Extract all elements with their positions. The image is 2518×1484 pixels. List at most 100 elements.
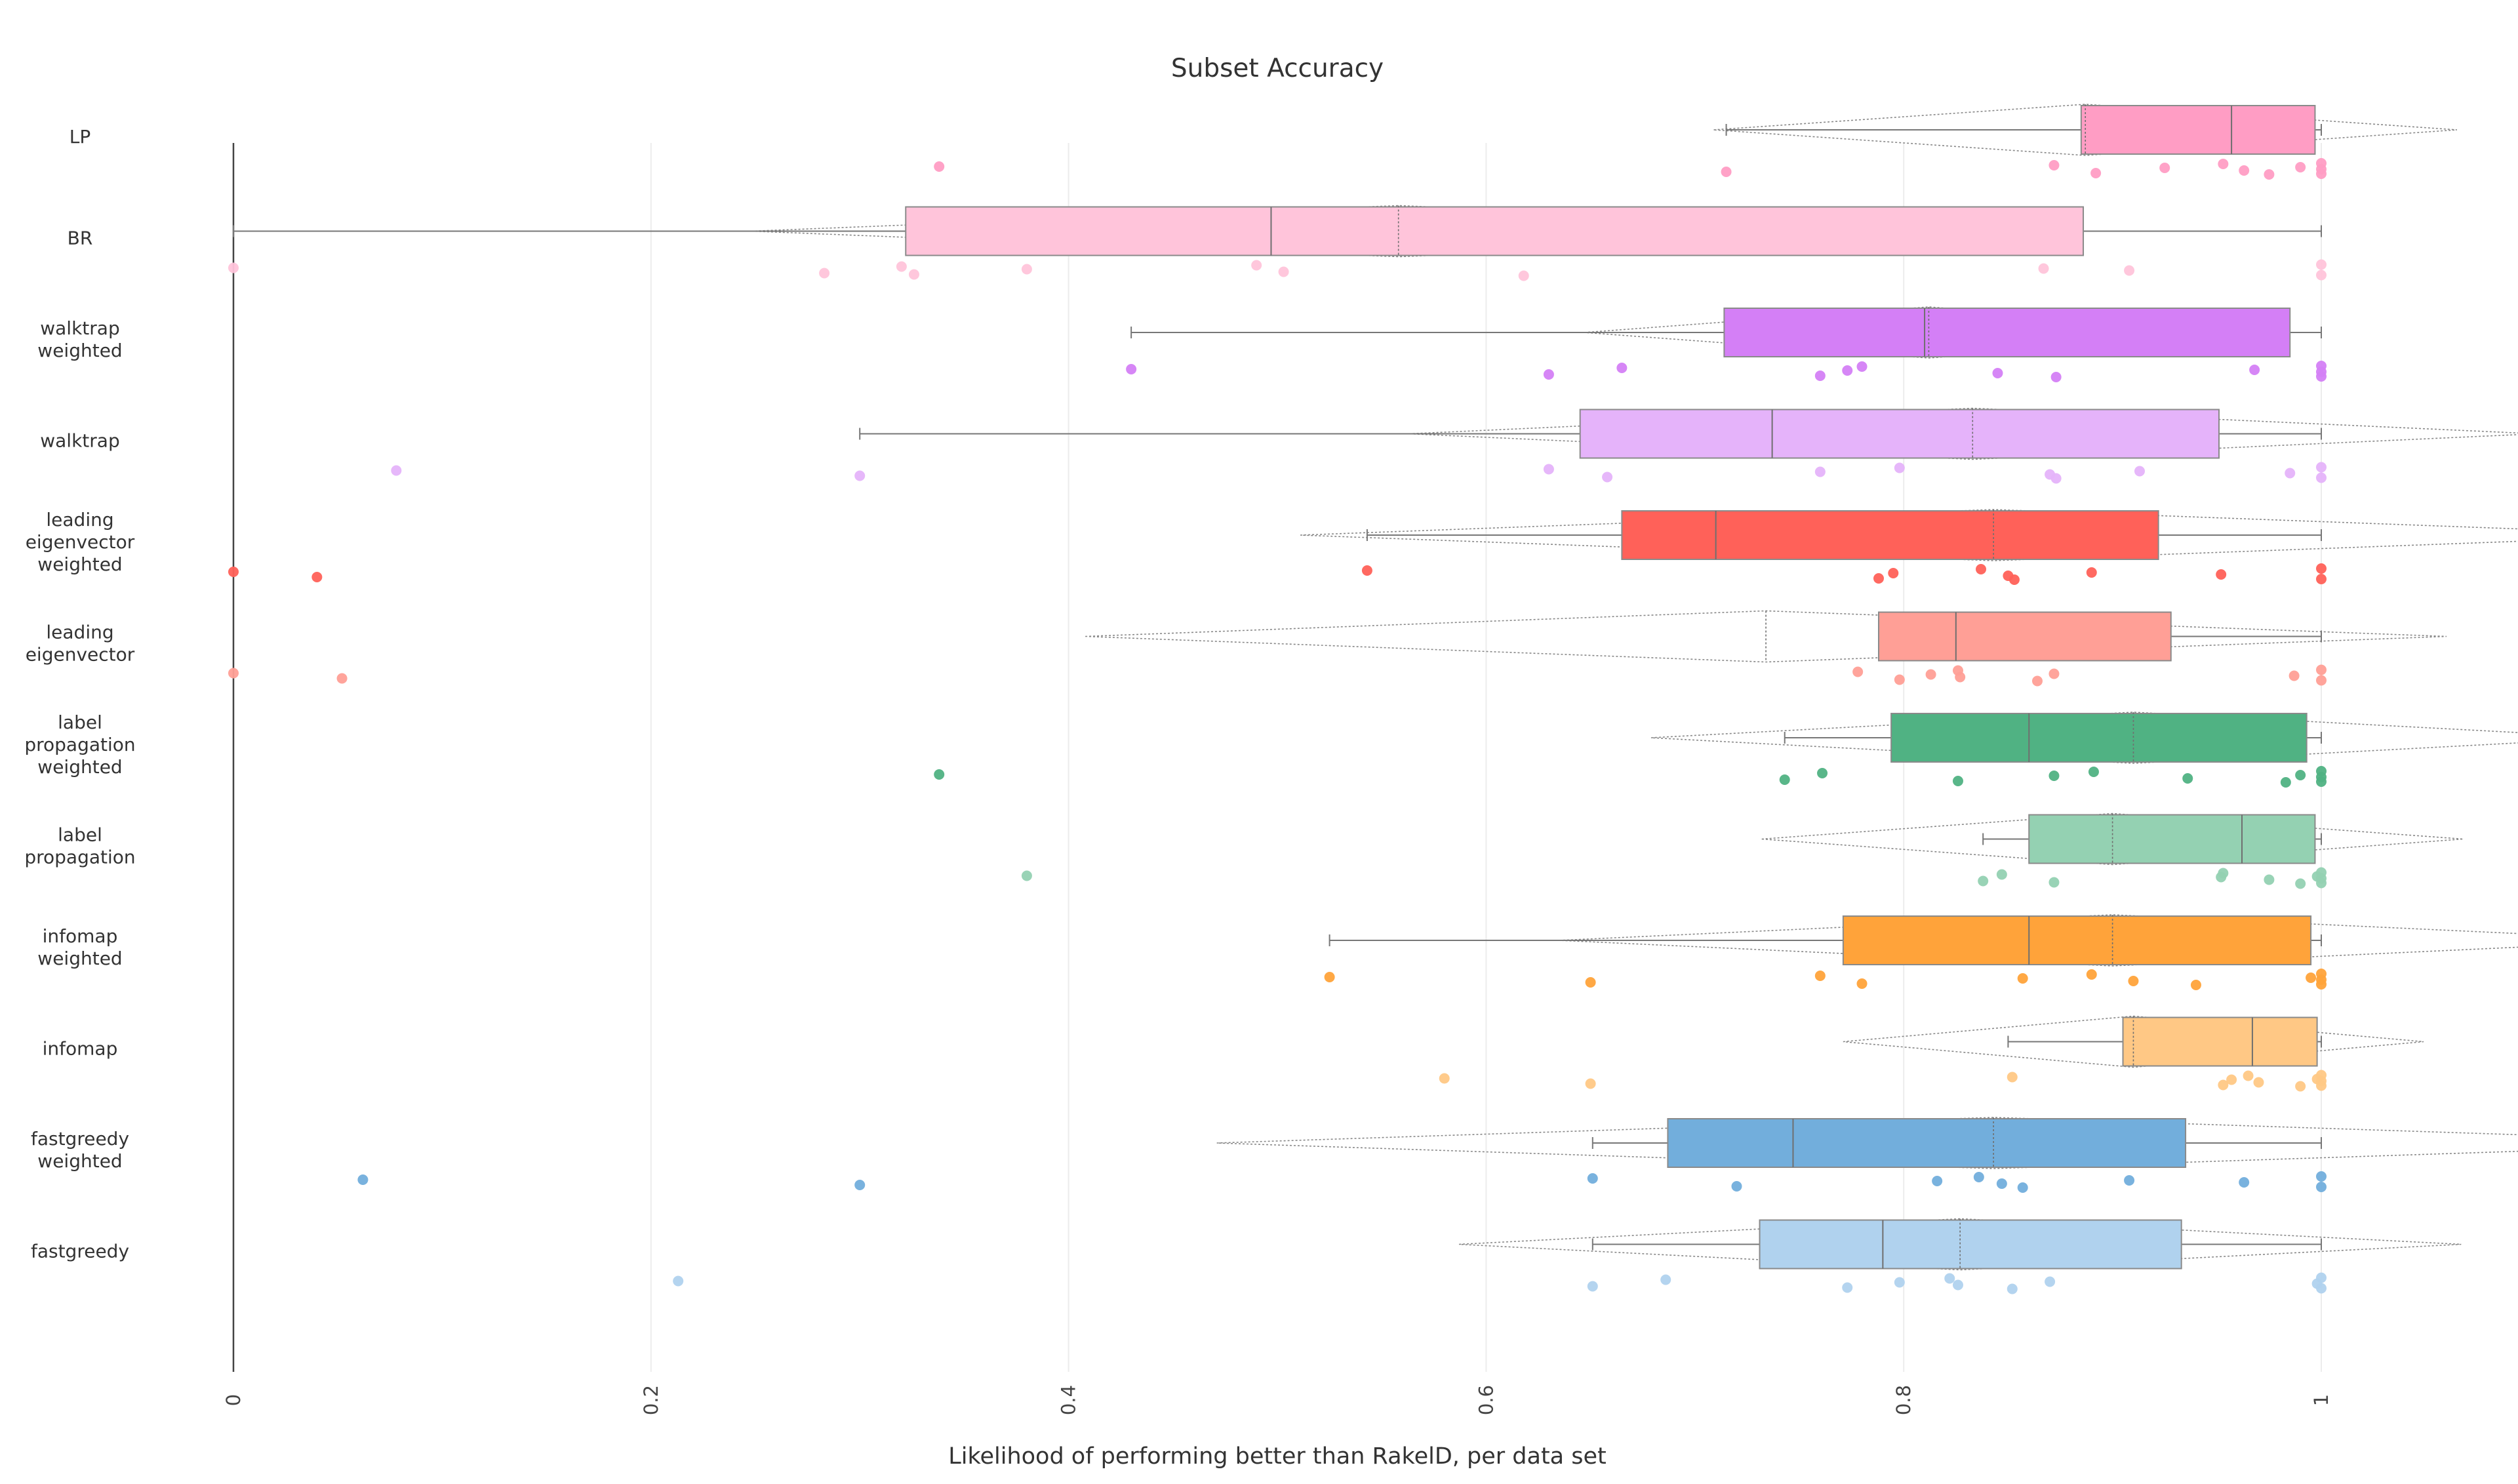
data-point (934, 769, 945, 780)
data-point (2264, 169, 2275, 180)
category-label: eigenvector (26, 531, 135, 553)
data-point (2190, 980, 2201, 990)
iqr-box (2080, 105, 2316, 155)
data-point (357, 1174, 369, 1185)
category-label: weighted (37, 1150, 122, 1172)
data-point (896, 261, 907, 272)
data-point (908, 269, 919, 280)
data-point (1361, 565, 1372, 576)
iqr-box (1842, 915, 2312, 965)
series-3 (391, 407, 2518, 484)
data-point (2316, 776, 2327, 787)
series-10 (357, 1117, 2518, 1193)
data-point (1439, 1073, 1450, 1084)
data-point (2316, 169, 2327, 179)
series-9 (1439, 1015, 2424, 1092)
data-point (2316, 472, 2327, 483)
data-point (228, 567, 239, 577)
data-point (1952, 1279, 1963, 1291)
data-point (1324, 972, 1335, 982)
data-point (2218, 868, 2229, 879)
data-point (1894, 1277, 1905, 1288)
data-point (2218, 159, 2229, 169)
data-point (228, 262, 239, 273)
iqr-box (2122, 1016, 2318, 1067)
series-11 (673, 1218, 2462, 1294)
category-label: weighted (37, 553, 122, 575)
data-point (2316, 979, 2327, 990)
data-point (1814, 971, 1826, 981)
data-point (1543, 464, 1554, 475)
data-point (1955, 672, 1966, 683)
data-point (2295, 770, 2306, 780)
x-tick-label: 0.4 (1058, 1385, 1080, 1415)
x-tick-label: 0.8 (1892, 1385, 1915, 1415)
data-point (2038, 263, 2049, 274)
category-label: propagation (24, 734, 135, 755)
data-point (1952, 776, 1963, 786)
category-label: weighted (37, 340, 122, 361)
category-label: walktrap (40, 430, 119, 452)
series-1 (228, 205, 2327, 281)
data-point (2088, 767, 2099, 777)
data-point (2048, 877, 2060, 888)
data-point (1585, 1078, 1596, 1089)
data-point (2239, 1177, 2250, 1188)
iqr-box (905, 206, 2085, 256)
data-point (2316, 1080, 2327, 1091)
data-point (2316, 574, 2327, 584)
data-point (2226, 1074, 2237, 1085)
data-point (2216, 569, 2227, 580)
data-point (2264, 874, 2275, 885)
x-axis-title: Likelihood of performing better than Rak… (948, 1443, 1607, 1470)
data-point (2285, 468, 2296, 479)
data-point (2316, 259, 2327, 270)
data-point (2182, 773, 2193, 784)
mean-sd-diamond (1085, 610, 2447, 663)
data-point (2017, 1182, 2028, 1193)
category-label: propagation (24, 847, 135, 868)
data-point (2239, 165, 2250, 176)
category-label: leading (46, 622, 113, 643)
data-point (1996, 1178, 2007, 1189)
data-point (2134, 466, 2145, 477)
data-point (1585, 977, 1596, 988)
data-point (1518, 270, 1529, 281)
data-point (1973, 1172, 1984, 1182)
series-5 (228, 610, 2447, 687)
category-label: BR (68, 228, 93, 249)
data-point (2316, 766, 2327, 776)
data-point (2288, 670, 2300, 681)
data-point (1978, 875, 1989, 887)
data-point (2316, 371, 2327, 382)
category-label: eigenvector (26, 644, 135, 666)
iqr-box (1579, 409, 2220, 459)
series-layer (228, 104, 2518, 1294)
data-point (1894, 674, 1905, 685)
data-point (1587, 1173, 1598, 1184)
category-label: fastgreedy (31, 1128, 129, 1150)
data-point (819, 268, 830, 279)
data-point (1814, 466, 1826, 477)
data-point (1873, 573, 1884, 584)
data-point (336, 673, 348, 684)
data-point (2316, 1070, 2327, 1081)
data-point (2124, 265, 2135, 276)
data-point (1251, 260, 1262, 271)
data-point (1543, 369, 1554, 380)
data-point (1996, 869, 2007, 880)
data-point (1021, 870, 1032, 881)
x-tick-label: 0.2 (640, 1385, 662, 1415)
data-point (2159, 163, 2170, 173)
data-point (2316, 867, 2327, 878)
data-point (2007, 1072, 2018, 1083)
data-point (2316, 361, 2327, 371)
data-point (1021, 264, 1032, 275)
data-point (2316, 664, 2327, 675)
data-point (228, 668, 239, 679)
category-label: leading (46, 509, 113, 531)
data-point (391, 465, 402, 476)
data-point (1779, 774, 1790, 785)
data-point (2007, 1283, 2018, 1294)
